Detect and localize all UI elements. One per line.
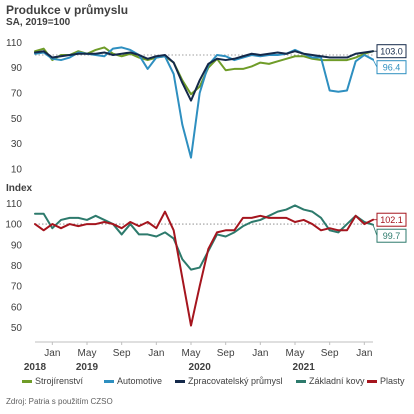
chart-subtitle: SA, 2019=100 xyxy=(6,17,71,28)
x-tick-label: May xyxy=(286,348,305,359)
upper-end-label-box xyxy=(376,44,407,59)
lower-end-label-box xyxy=(376,212,407,227)
legend-item-zpracovatelsky: Zpracovatelský průmysl xyxy=(175,376,283,386)
x-year-label: 2019 xyxy=(76,362,99,373)
lower-end-label-plasty: 102.1 xyxy=(380,215,403,225)
legend-swatch-zakladni-kovy xyxy=(296,380,306,384)
upper-series-line-automotive xyxy=(34,46,374,159)
legend-swatch-automotive xyxy=(104,380,114,384)
x-tick-label: Sep xyxy=(113,348,131,359)
lower-y-tick-label: 50 xyxy=(11,323,23,334)
x-tick-label: Jan xyxy=(148,348,164,359)
x-tick-label: May xyxy=(182,348,201,359)
lower-panel-subtitle: Index xyxy=(6,183,33,194)
legend-item-strojirenstvi: Strojírenství xyxy=(22,376,83,386)
legend-swatch-plasty xyxy=(367,380,377,384)
legend-item-automotive: Automotive xyxy=(104,376,162,386)
source-note: Zdroj: Patria s použitím CZSO xyxy=(6,397,113,406)
x-year-label: 2021 xyxy=(293,362,316,373)
legend-swatch-zpracovatelsky xyxy=(175,380,185,384)
legend-label-automotive: Automotive xyxy=(117,376,163,386)
lower-end-label-box xyxy=(376,228,407,243)
legend-label-strojirenstvi: Strojírenství xyxy=(35,376,84,386)
upper-end-label-connector xyxy=(372,59,378,68)
upper-end-label-automotive: 96.4 xyxy=(383,63,401,73)
upper-y-tick-label: 50 xyxy=(11,114,23,125)
upper-y-tick-label: 10 xyxy=(11,165,23,176)
x-year-label: 2020 xyxy=(189,362,212,373)
lower-y-tick-label: 60 xyxy=(11,302,23,313)
legend-label-plasty: Plasty xyxy=(380,376,405,386)
upper-end-label-box xyxy=(376,60,407,75)
upper-end-label-zpracovatelsky-prumysl: 103.0 xyxy=(380,47,403,57)
legend-item-zakladni-kovy: Základní kovy xyxy=(296,376,365,386)
lower-y-tick-label: 70 xyxy=(11,282,23,293)
upper-series-line-zpracovatelsky-prumysl xyxy=(34,50,374,102)
legend-swatch-strojirenstvi xyxy=(22,380,32,384)
lower-y-tick-label: 100 xyxy=(5,220,22,231)
lower-end-label-connector xyxy=(372,224,378,236)
x-tick-label: Jan xyxy=(356,348,372,359)
lower-series-line-plasty xyxy=(34,210,374,327)
upper-y-tick-label: 30 xyxy=(11,139,23,150)
lower-end-label-zakladni-kovy: 99.7 xyxy=(383,231,401,241)
lower-y-tick-label: 90 xyxy=(11,240,23,251)
chart-title: Produkce v průmyslu xyxy=(6,3,129,17)
lower-series-line-zakladni-kovy xyxy=(34,204,374,271)
x-tick-label: Jan xyxy=(44,348,60,359)
lower-y-tick-label: 80 xyxy=(11,261,23,272)
legend-item-plasty: Plasty xyxy=(367,376,405,386)
upper-y-tick-label: 110 xyxy=(6,38,22,49)
lower-y-tick-label: 110 xyxy=(6,199,22,210)
chart-legend: Strojírenství Automotive Zpracovatelský … xyxy=(14,376,414,390)
x-tick-label: Sep xyxy=(321,348,339,359)
x-tick-label: Jan xyxy=(252,348,268,359)
x-tick-label: Sep xyxy=(217,348,235,359)
upper-y-tick-label: 90 xyxy=(11,63,23,74)
x-tick-label: May xyxy=(78,348,97,359)
legend-label-zpracovatelsky: Zpracovatelský průmysl xyxy=(188,376,283,386)
x-year-label: 2018 xyxy=(24,362,47,373)
legend-label-zakladni-kovy: Základní kovy xyxy=(309,376,365,386)
upper-y-tick-label: 70 xyxy=(11,89,23,100)
